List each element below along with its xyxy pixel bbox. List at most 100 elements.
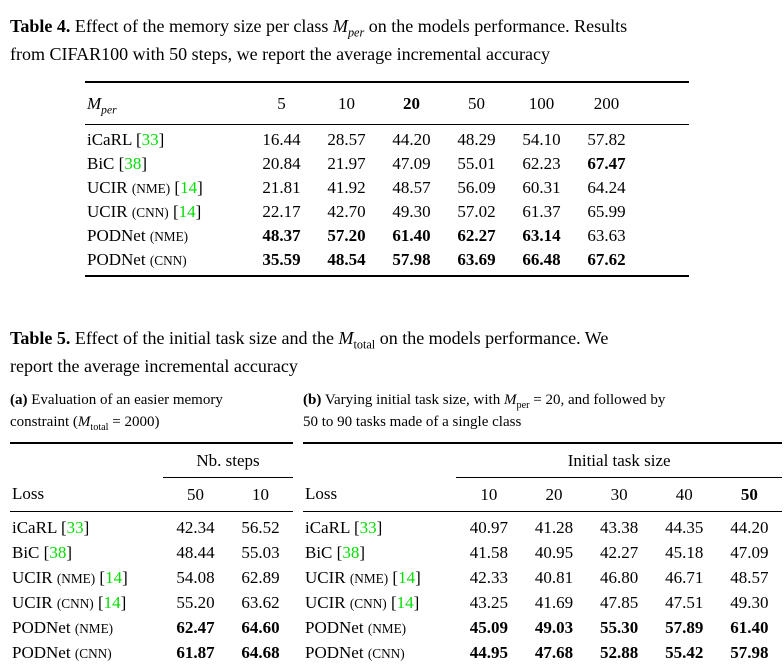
value-cell: 48.44 bbox=[176, 542, 215, 562]
bracket: [ bbox=[43, 542, 50, 562]
value-cell: 55.01 bbox=[457, 154, 496, 173]
value-cell: 41.58 bbox=[469, 542, 508, 562]
method-variant: (NME) bbox=[149, 229, 189, 244]
table-row: UCIR (CNN) [14] 43.25 41.69 47.85 47.51 … bbox=[303, 590, 782, 615]
col-header: 5 bbox=[249, 82, 314, 125]
bracket: [ bbox=[392, 567, 399, 587]
value-cell: 64.60 bbox=[241, 617, 280, 637]
citation-link[interactable]: [33] bbox=[354, 518, 382, 537]
method-label: UCIR (NME) [14] bbox=[303, 565, 456, 590]
subcaption-a: (a) Evaluation of an easier memory const… bbox=[10, 389, 293, 433]
value-cell: 48.57 bbox=[730, 567, 769, 587]
citation-link[interactable]: [14] bbox=[173, 202, 201, 221]
subcaption-b-label: (b) bbox=[303, 392, 322, 408]
bracket: ] bbox=[376, 517, 383, 537]
value-cell: 60.31 bbox=[522, 178, 561, 197]
table-row: UCIR (NME) [14] 21.81 41.92 48.57 56.09 … bbox=[85, 176, 689, 200]
citation-link[interactable]: [14] bbox=[174, 178, 202, 197]
method-label: UCIR (CNN) [14] bbox=[303, 590, 456, 615]
method-name: UCIR bbox=[305, 592, 346, 612]
citation-link[interactable]: [33] bbox=[61, 518, 89, 537]
value-cell: 52.88 bbox=[599, 642, 639, 662]
citation-number: 14 bbox=[180, 178, 198, 197]
method-name: BiC bbox=[12, 542, 40, 562]
citation-link[interactable]: [14] bbox=[98, 593, 126, 612]
value-cell: 54.10 bbox=[522, 130, 561, 149]
method-variant: (NME) bbox=[74, 620, 114, 636]
table5a-header-row: Loss 50 10 bbox=[10, 477, 293, 512]
method-variant: (NME) bbox=[367, 620, 407, 636]
table5-caption-text-pre: Effect of the initial task size and the bbox=[74, 328, 339, 348]
table-4: Mper 5 10 20 50 100 200 iCaRL [33] 16.44… bbox=[85, 81, 689, 277]
bracket: [ bbox=[118, 154, 125, 173]
value-cell: 42.27 bbox=[599, 542, 639, 562]
method-label: PODNet (CNN) bbox=[85, 248, 249, 276]
value-cell: 62.23 bbox=[522, 154, 561, 173]
table-row: UCIR (CNN) [14] 55.20 63.62 bbox=[10, 590, 293, 615]
subcaption-b-text-pre: Varying initial task size, with bbox=[324, 392, 504, 408]
method-name: UCIR bbox=[87, 178, 128, 197]
value-cell: 20.84 bbox=[262, 154, 301, 173]
table-row: PODNet (CNN) 61.87 64.68 bbox=[10, 640, 293, 666]
method-variant: (CNN) bbox=[74, 645, 112, 661]
table4-caption: Table 4. Effect of the memory size per c… bbox=[10, 12, 776, 68]
subcaption-a-line2-post: = 2000) bbox=[108, 414, 160, 430]
citation-number: 33 bbox=[141, 130, 159, 149]
math-sub-per: per bbox=[101, 102, 117, 116]
value-cell: 44.20 bbox=[392, 130, 431, 149]
table5-caption-label: Table 5. bbox=[10, 328, 71, 348]
value-cell: 57.98 bbox=[392, 250, 431, 269]
citation-link[interactable]: [14] bbox=[392, 568, 420, 587]
group-header: Initial task size bbox=[456, 443, 782, 478]
method-label: iCaRL [33] bbox=[303, 512, 456, 541]
math-sub-total: total bbox=[353, 337, 376, 352]
value-cell: 64.68 bbox=[241, 642, 280, 662]
value-cell: 57.02 bbox=[457, 202, 496, 221]
math-var-m: M bbox=[503, 392, 517, 408]
citation-link[interactable]: [14] bbox=[391, 593, 419, 612]
method-name: PODNet bbox=[305, 617, 364, 637]
value-cell: 40.97 bbox=[469, 517, 508, 537]
value-cell: 42.33 bbox=[469, 567, 508, 587]
value-cell: 48.29 bbox=[457, 130, 496, 149]
method-variant: (CNN) bbox=[56, 595, 94, 611]
group-header: Nb. steps bbox=[163, 443, 293, 478]
table5b-group-row: Initial task size bbox=[303, 443, 782, 478]
method-name: PODNet bbox=[87, 250, 146, 269]
bracket: [ bbox=[172, 202, 179, 221]
method-name: iCaRL bbox=[305, 517, 350, 537]
value-cell: 49.03 bbox=[534, 617, 574, 637]
value-cell: 55.42 bbox=[665, 642, 704, 662]
value-cell: 61.37 bbox=[522, 202, 561, 221]
value-cell: 47.51 bbox=[665, 592, 704, 612]
citation-number: 14 bbox=[396, 592, 414, 612]
method-variant: (CNN) bbox=[149, 253, 187, 268]
value-cell: 67.62 bbox=[587, 250, 626, 269]
subcaption-a-line2-pre: constraint ( bbox=[10, 414, 78, 430]
method-variant: (NME) bbox=[56, 570, 96, 586]
value-cell: 41.92 bbox=[327, 178, 366, 197]
table-row: PODNet (NME) 45.09 49.03 55.30 57.89 61.… bbox=[303, 615, 782, 640]
table-row: PODNet (CNN) 44.95 47.68 52.88 55.42 57.… bbox=[303, 640, 782, 666]
bracket: ] bbox=[83, 517, 90, 537]
bracket: ] bbox=[120, 592, 127, 612]
table-row: iCaRL [33] 16.44 28.57 44.20 48.29 54.10… bbox=[85, 125, 689, 153]
method-label: PODNet (NME) bbox=[85, 224, 249, 248]
bracket: ] bbox=[141, 154, 147, 173]
citation-link[interactable]: [14] bbox=[99, 568, 127, 587]
citation-link[interactable]: [38] bbox=[337, 543, 365, 562]
loss-header: Loss bbox=[10, 477, 163, 512]
table-row: BiC [38] 41.58 40.95 42.27 45.18 47.09 bbox=[303, 540, 782, 565]
bracket: [ bbox=[353, 517, 360, 537]
subcaption-a-label: (a) bbox=[10, 392, 28, 408]
math-var-m: M bbox=[87, 93, 102, 113]
bracket: [ bbox=[390, 592, 397, 612]
citation-link[interactable]: [38] bbox=[44, 543, 72, 562]
method-variant: (NME) bbox=[349, 570, 389, 586]
value-cell: 44.20 bbox=[730, 517, 769, 537]
value-cell: 61.87 bbox=[176, 642, 215, 662]
citation-link[interactable]: [33] bbox=[136, 130, 164, 149]
value-cell: 62.89 bbox=[241, 567, 280, 587]
col-header: 20 bbox=[521, 477, 587, 512]
citation-link[interactable]: [38] bbox=[119, 154, 147, 173]
